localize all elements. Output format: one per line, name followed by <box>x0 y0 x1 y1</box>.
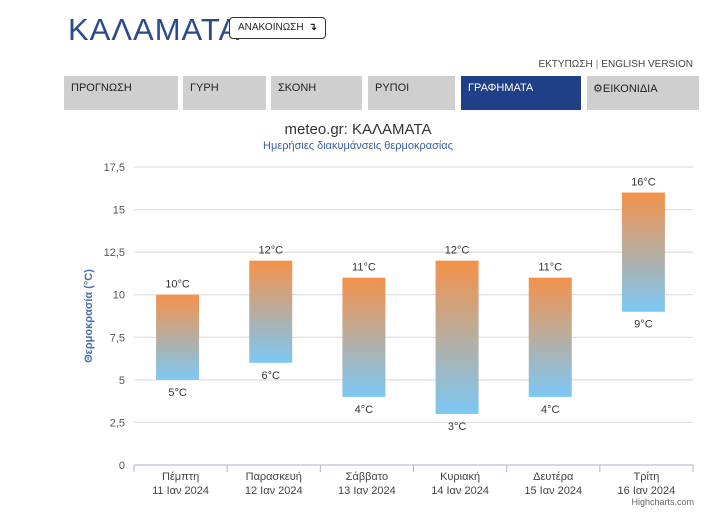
temperature-range-bar <box>528 277 572 397</box>
arrow-down-icon: ↴ <box>308 22 317 33</box>
high-temp-label: 16°C <box>631 177 656 189</box>
y-axis-title: Θερμοκρασία (°C) <box>83 269 95 363</box>
city-title: ΚΑΛΑΜΑΤΑ <box>68 12 241 47</box>
low-temp-label: 4°C <box>355 404 374 416</box>
x-tick-label-date: 13 Ιαν 2024 <box>338 485 396 497</box>
high-temp-label: 10°C <box>165 279 190 291</box>
tab-dust[interactable]: ΣΚΟΝΗ <box>271 76 362 110</box>
x-tick-label-day: Σάββατο <box>346 471 388 483</box>
y-tick-label: 7,5 <box>110 332 125 344</box>
temperature-range-bar <box>342 277 386 397</box>
y-tick-label: 2,5 <box>110 417 125 429</box>
tab-label: ΣΚΟΝΗ <box>278 82 317 94</box>
y-tick-label: 5 <box>119 375 125 387</box>
x-tick-label-day: Παρασκευή <box>246 471 302 483</box>
low-temp-label: 9°C <box>634 319 653 331</box>
x-tick-label-date: 16 Ιαν 2024 <box>618 485 676 497</box>
y-tick-label: 12,5 <box>104 247 125 259</box>
low-temp-label: 6°C <box>262 370 281 382</box>
tab-label: ΓΥΡΗ <box>190 82 219 94</box>
english-version-link[interactable]: ENGLISH VERSION <box>601 59 693 70</box>
x-tick-label-day: Πέμπτη <box>162 471 199 483</box>
tab-charts[interactable]: ΓΡΑΦΗΜΑΤΑ <box>461 76 581 110</box>
high-temp-label: 11°C <box>538 262 562 274</box>
x-tick-label-day: Τρίτη <box>633 471 659 483</box>
x-tick-label-date: 14 Ιαν 2024 <box>431 485 489 497</box>
high-temp-label: 12°C <box>445 245 470 257</box>
tab-label: ΕΙΚΟΝΙΔΙΑ <box>602 83 658 95</box>
link-separator: | <box>595 59 599 70</box>
low-temp-label: 3°C <box>448 421 467 433</box>
y-tick-label: 17,5 <box>104 162 125 174</box>
temperature-range-bar <box>156 294 200 380</box>
data-labels: 10°C 5°C 12°C 6°C 11°C 4°C 12°C 3°C 11°C 4°C 16°C 9… <box>165 177 655 433</box>
x-tick-label-date: 12 Ιαν 2024 <box>245 485 303 497</box>
tab-icons[interactable]: ⚙ΕΙΚΟΝΙΔΙΑ <box>587 76 699 110</box>
tab-forecast[interactable]: ΠΡΟΓΝΩΣΗ <box>64 76 178 110</box>
temperature-range-bar <box>621 192 665 312</box>
high-temp-label: 12°C <box>258 245 283 257</box>
high-temp-label: 11°C <box>352 262 376 274</box>
chart-title: meteo.gr: ΚΑΛΑΜΑΤΑ <box>284 121 432 138</box>
temperature-range-bar <box>249 260 293 363</box>
tab-pollutants[interactable]: ΡΥΠΟΙ <box>368 76 455 110</box>
gear-icon: ⚙ <box>593 83 603 95</box>
header-links: ΕΚΤΥΠΩΣΗ | ENGLISH VERSION <box>538 59 693 70</box>
announcement-label: ΑΝΑΚΟΙΝΩΣΗ <box>238 22 304 33</box>
y-tick-label: 0 <box>119 460 125 472</box>
x-tick-label-date: 15 Ιαν 2024 <box>524 485 582 497</box>
tab-label: ΠΡΟΓΝΩΣΗ <box>71 82 132 94</box>
tab-label: ΓΡΑΦΗΜΑΤΑ <box>468 82 534 94</box>
x-tick-label-day: Δευτέρα <box>533 471 574 483</box>
chart-subtitle: Ημερήσιες διακυμάνσεις θερμοκρασίας <box>263 140 453 152</box>
x-tick-label-day: Κυριακή <box>440 471 480 483</box>
chart-credits[interactable]: Highcharts.com <box>631 497 694 507</box>
x-tick-label-date: 11 Ιαν 2024 <box>152 485 209 497</box>
temperature-range-bar <box>435 260 479 414</box>
axes: 0 2,5 5 7,5 10 12,5 15 17,5 Θερμοκρασία (°C) Πέμπ… <box>83 162 694 497</box>
tab-pollen[interactable]: ΓΥΡΗ <box>183 76 266 110</box>
y-tick-label: 10 <box>113 290 125 302</box>
bars <box>156 192 665 414</box>
tab-label: ΡΥΠΟΙ <box>375 82 410 94</box>
low-temp-label: 4°C <box>541 404 560 416</box>
print-link[interactable]: ΕΚΤΥΠΩΣΗ <box>538 59 593 70</box>
low-temp-label: 5°C <box>168 387 187 399</box>
grid-lines <box>134 166 693 423</box>
announcement-button[interactable]: ΑΝΑΚΟΙΝΩΣΗ ↴ <box>229 17 326 39</box>
y-tick-label: 15 <box>113 205 125 217</box>
